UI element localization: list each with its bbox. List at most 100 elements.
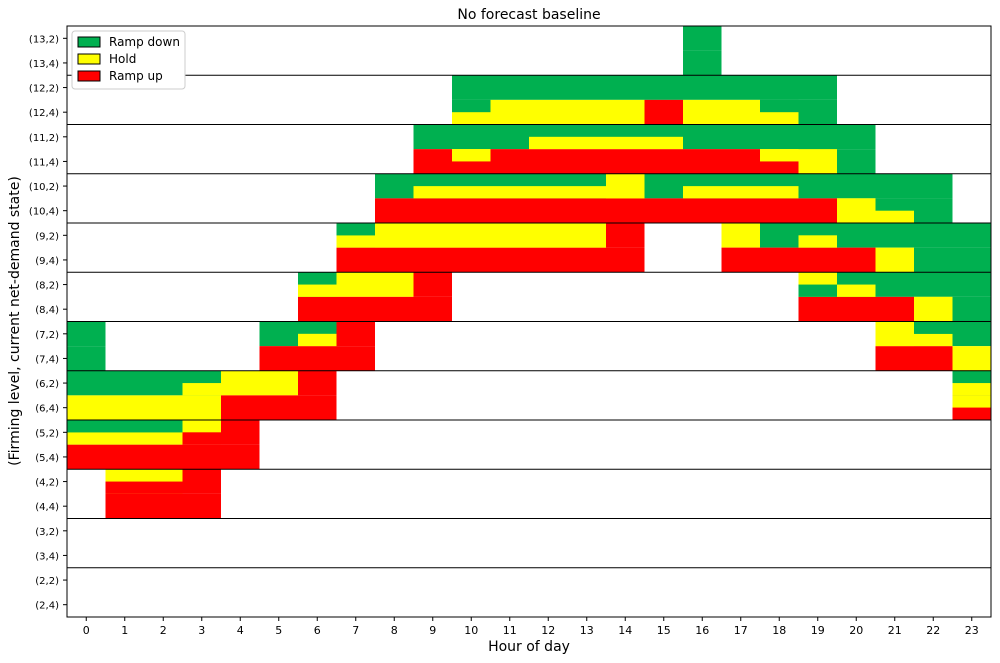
heatmap-cell (644, 99, 683, 125)
heatmap-cell (875, 321, 914, 347)
heatmap-cell (952, 407, 991, 420)
y-tick-label: (8,2) (35, 281, 59, 292)
heatmap-cell (760, 112, 799, 125)
heatmap-cell (452, 149, 491, 162)
heatmap-cell (413, 173, 606, 187)
y-axis: (13,2) (13,4) (12,2) (12,4) (11,2) (11,4) (10,… (29, 34, 67, 612)
y-tick-label: (13,4) (29, 59, 59, 70)
heatmap-cell (529, 124, 683, 137)
heatmap-cell (606, 173, 645, 199)
x-tick-label: 23 (965, 624, 979, 637)
heatmap-cell (182, 383, 221, 396)
heatmap-cell (67, 432, 183, 445)
heatmap-cell (182, 395, 221, 420)
y-tick-label: (5,4) (35, 453, 59, 464)
x-tick-label: 3 (198, 624, 205, 637)
heatmap-cell (837, 284, 876, 297)
y-tick-label: (11,4) (29, 157, 59, 168)
heatmap-cell (221, 395, 337, 420)
heatmap-cell (336, 223, 375, 236)
heatmap-cell (683, 186, 799, 199)
y-tick-label: (6,2) (35, 379, 59, 390)
heatmap-cell (914, 247, 991, 273)
heatmap-cell (914, 321, 953, 334)
y-tick-label: (2,4) (35, 601, 59, 612)
heatmap-cell (798, 235, 837, 248)
x-tick-label: 11 (503, 624, 517, 637)
heatmap-cell (182, 432, 221, 445)
cells-layer (67, 26, 991, 519)
x-tick-label: 15 (657, 624, 671, 637)
x-axis: 0 1 2 3 4 5 6 7 8 9 10 11 12 13 14 15 16 17 18 19 20 21 22 23 (83, 617, 979, 637)
x-tick-label: 2 (160, 624, 167, 637)
y-tick-label: (10,2) (29, 182, 59, 193)
legend-swatch-ramp-up (77, 70, 101, 82)
heatmap-cell (259, 346, 375, 371)
y-tick-label: (4,2) (35, 478, 59, 489)
heatmap-cell (413, 272, 452, 297)
heatmap-cell (67, 346, 106, 371)
y-tick-label: (13,2) (29, 34, 59, 45)
y-tick-label: (6,4) (35, 404, 59, 415)
heatmap-cell (721, 247, 876, 273)
heatmap-cell (182, 469, 221, 494)
heatmap-cell (298, 321, 337, 334)
chart-title: No forecast baseline (457, 7, 600, 23)
heatmap-cell (760, 161, 799, 174)
heatmap-cell (375, 198, 837, 223)
heatmap-cell (336, 321, 375, 347)
heatmap-cell (67, 444, 260, 470)
y-tick-label: (7,4) (35, 354, 59, 365)
heatmap-cell (798, 149, 837, 174)
legend: Ramp down Hold Ramp up (71, 30, 186, 90)
plot-frame (66, 25, 992, 618)
heatmap-cell (798, 296, 914, 322)
heatmap-cell (336, 272, 414, 297)
heatmap-cell (452, 75, 837, 100)
heatmap-cell (67, 395, 183, 420)
legend-label-ramp-up: Ramp up (109, 69, 163, 83)
x-tick-label: 7 (352, 624, 359, 637)
y-tick-label: (4,4) (35, 502, 59, 513)
x-tick-label: 4 (237, 624, 244, 637)
heatmap-cell (105, 481, 183, 494)
y-tick-label: (12,2) (29, 84, 59, 95)
heatmap-cell (375, 173, 414, 199)
heatmap-cell (914, 333, 953, 347)
legend-swatch-ramp-down (77, 36, 101, 48)
x-tick-label: 8 (391, 624, 398, 637)
heatmap-cell (606, 223, 645, 248)
heatmap-cell (298, 370, 337, 396)
heatmap-cell (683, 50, 722, 76)
x-tick-label: 17 (734, 624, 748, 637)
heatmap-cell (760, 99, 799, 113)
heatmap-cell (452, 112, 491, 125)
x-tick-label: 13 (580, 624, 594, 637)
heatmap-cell (298, 284, 337, 297)
y-tick-label: (11,2) (29, 133, 59, 144)
heatmap-cell (490, 149, 760, 174)
heatmap-cell (875, 247, 914, 273)
y-tick-label: (10,4) (29, 207, 59, 218)
heatmap-cell (952, 296, 991, 322)
y-tick-label: (2,2) (35, 576, 59, 587)
x-tick-label: 18 (772, 624, 786, 637)
y-tick-label: (3,2) (35, 527, 59, 538)
heatmap-cell (760, 149, 799, 162)
y-tick-label: (9,2) (35, 231, 59, 242)
grid-layer (67, 74, 991, 569)
heatmap-cell (298, 296, 452, 322)
y-tick-label: (7,2) (35, 330, 59, 341)
heatmap-cell (875, 346, 953, 371)
heatmap-cell (182, 420, 221, 433)
x-tick-label: 5 (275, 624, 282, 637)
y-tick-label: (5,2) (35, 428, 59, 439)
heatmap-cell (683, 99, 760, 125)
heatmap-cell (798, 272, 837, 285)
heatmap-cell (67, 321, 106, 347)
x-tick-label: 20 (849, 624, 863, 637)
x-tick-label: 12 (541, 624, 555, 637)
heatmap-cell (683, 173, 799, 187)
heatmap-cell (683, 26, 722, 51)
